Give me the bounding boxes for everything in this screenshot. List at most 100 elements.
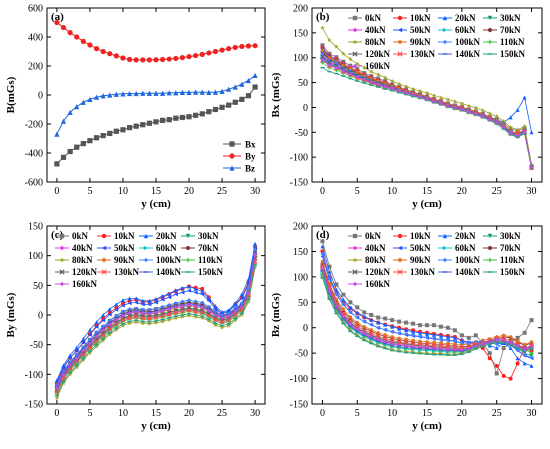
legend-label: 60kN [156, 243, 177, 253]
data-point [206, 304, 211, 309]
legend-label: 140kN [156, 267, 182, 277]
data-point [239, 81, 245, 87]
data-point [81, 348, 86, 353]
data-point [368, 330, 374, 336]
legend-label: 0kN [365, 231, 382, 241]
data-point [54, 161, 60, 167]
data-point [529, 345, 534, 350]
data-point [445, 103, 450, 108]
data-point [369, 340, 374, 345]
data-point [187, 284, 192, 289]
data-point [375, 333, 381, 339]
data-point [445, 337, 450, 342]
data-point [120, 309, 125, 314]
data-point [114, 302, 119, 307]
legend-label: 50kN [410, 25, 431, 35]
data-point [206, 109, 212, 115]
legend-label: 20kN [455, 13, 476, 23]
data-point [120, 313, 125, 318]
data-point [529, 363, 534, 368]
series-line [322, 62, 532, 169]
legend-marker [229, 153, 235, 159]
data-point [341, 69, 346, 74]
series-80kN [54, 265, 258, 400]
data-point [425, 335, 429, 340]
data-point [100, 338, 106, 343]
series-70kN [320, 49, 534, 169]
series-line [56, 86, 256, 165]
data-point [529, 130, 534, 135]
y-tick-label: 50 [33, 281, 43, 292]
legend-marker [59, 269, 65, 275]
data-point [445, 344, 451, 349]
data-point [397, 331, 402, 336]
data-point [245, 77, 252, 84]
data-point [100, 93, 106, 99]
legend-label: 10kN [114, 231, 135, 241]
data-point [74, 104, 80, 110]
x-tick-label: 5 [355, 408, 360, 419]
data-point [320, 272, 325, 277]
legend-label: 40kN [365, 25, 386, 35]
data-point [80, 352, 86, 358]
data-point [113, 91, 119, 97]
data-point [487, 343, 492, 348]
data-point [193, 290, 198, 295]
data-point [390, 86, 395, 91]
data-point [375, 72, 381, 77]
data-point [232, 84, 238, 90]
data-point [452, 338, 457, 343]
x-tick-label: 25 [217, 408, 227, 419]
data-point [206, 89, 212, 95]
data-point [355, 315, 360, 320]
data-point [515, 335, 520, 340]
data-point [320, 259, 325, 264]
data-point [220, 315, 225, 320]
legend-label: 80kN [365, 255, 386, 265]
data-point [369, 322, 374, 327]
x-axis-title: y (cm) [412, 420, 442, 432]
data-point [212, 48, 219, 55]
data-point [348, 315, 353, 319]
data-point [390, 334, 395, 339]
x-tick-label: 15 [422, 408, 432, 419]
data-point [74, 359, 80, 365]
data-point [146, 316, 152, 321]
data-point [376, 82, 381, 87]
data-point [425, 331, 429, 336]
data-point [253, 247, 258, 252]
data-point [120, 317, 126, 323]
data-point [501, 374, 506, 379]
data-point [252, 72, 258, 79]
data-point [134, 300, 139, 305]
data-point [390, 329, 395, 334]
legend-marker [185, 257, 191, 263]
data-point [173, 315, 179, 320]
data-point [246, 299, 251, 304]
data-point [140, 302, 145, 307]
data-point [480, 108, 485, 113]
data-point [466, 103, 472, 108]
data-point [140, 122, 146, 128]
data-point [487, 117, 492, 122]
data-point [362, 324, 367, 329]
data-point [54, 131, 60, 137]
data-point [100, 133, 106, 139]
y-tick-label: 100 [28, 251, 43, 262]
data-point [376, 320, 381, 325]
series-Bx [54, 84, 258, 167]
data-point [113, 128, 119, 134]
data-point [68, 355, 73, 360]
data-point [459, 345, 465, 351]
data-point [404, 332, 409, 337]
data-point [219, 325, 225, 330]
data-point [193, 52, 199, 59]
data-point [320, 43, 325, 48]
series-line [322, 59, 532, 168]
legend-label: 90kN [114, 255, 135, 265]
x-tick-label: 5 [87, 408, 92, 419]
data-point [101, 324, 106, 329]
panel-label: (d) [316, 229, 330, 241]
series-line [322, 59, 532, 168]
legend-label: 20kN [156, 231, 177, 241]
